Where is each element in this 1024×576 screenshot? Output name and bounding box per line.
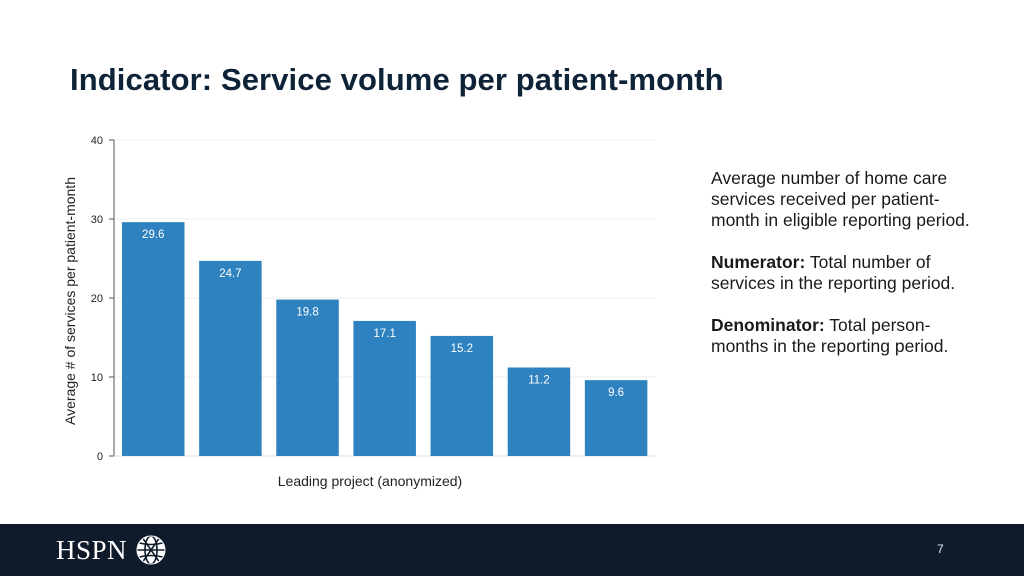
- y-axis-title: Average # of services per patient-month: [62, 177, 78, 425]
- numerator-definition: Numerator: Total number of services in t…: [711, 252, 986, 294]
- x-axis-title: Leading project (anonymized): [278, 473, 462, 489]
- bar: [276, 299, 339, 456]
- page-number: 7: [937, 542, 944, 556]
- logo-text: HSPN: [56, 534, 128, 565]
- footer-bar: HSPN 7: [0, 524, 1024, 576]
- bar: [199, 260, 262, 456]
- bar-value-label: 11.2: [528, 375, 550, 387]
- hspn-logo: HSPN: [56, 534, 167, 566]
- y-tick-label: 0: [97, 451, 103, 463]
- bar: [353, 320, 416, 456]
- bar: [430, 335, 494, 456]
- numerator-label: Numerator:: [711, 252, 806, 272]
- bar: [507, 367, 571, 456]
- bar-value-label: 19.8: [296, 307, 318, 319]
- indicator-description-panel: Average number of home care services rec…: [711, 168, 986, 378]
- bar-chart: 0 10 20 30 40 29.6 24.7 19.8 17.1 15.2 11.2 9.6 Lead…: [62, 135, 656, 489]
- y-tick-label: 30: [91, 214, 103, 226]
- bar-value-label: 15.2: [451, 343, 473, 355]
- denominator-text: Total person-months in the reporting per…: [711, 315, 949, 356]
- slide-title: Indicator: Service volume per patient-mo…: [70, 62, 724, 97]
- denominator-definition: Denominator: Total person-months in the …: [711, 315, 986, 357]
- denominator-label: Denominator:: [711, 315, 825, 335]
- bar-value-label: 24.7: [219, 268, 241, 280]
- bar: [122, 222, 185, 456]
- indicator-description: Average number of home care services rec…: [711, 168, 970, 230]
- bar: [584, 380, 648, 456]
- globe-icon: [136, 535, 166, 565]
- y-tick-label: 10: [91, 372, 103, 384]
- y-tick-label: 40: [91, 135, 103, 147]
- bar-value-label: 17.1: [373, 328, 395, 340]
- y-tick-label: 20: [91, 293, 103, 305]
- numerator-text: Total number of services in the reportin…: [711, 252, 956, 293]
- bar-value-label: 29.6: [142, 229, 164, 241]
- bar-value-label: 9.6: [608, 387, 624, 399]
